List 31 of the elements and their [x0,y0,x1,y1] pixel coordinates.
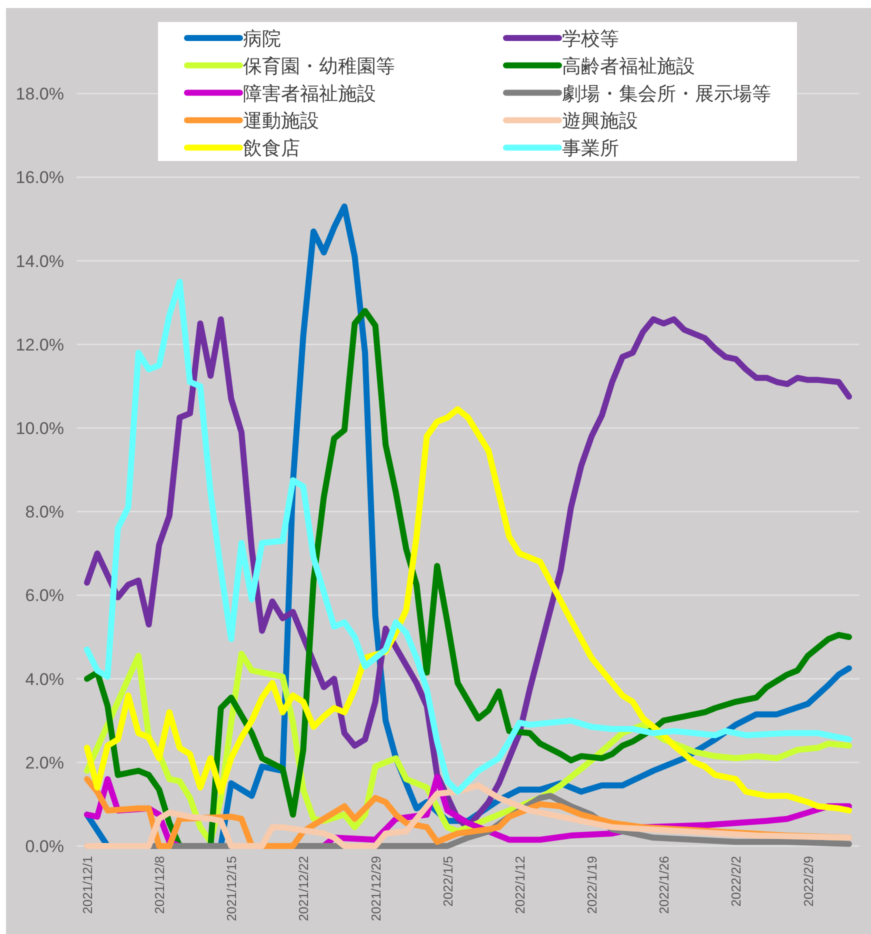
y-tick-label: 6.0% [25,586,64,606]
y-tick-label: 18.0% [16,84,64,104]
y-tick-label: 0.0% [25,837,64,856]
y-tick-label: 16.0% [16,168,64,188]
legend-label: 障害者福祉施設 [243,82,376,105]
legend-label: 飲食店 [243,138,300,160]
x-tick-label: 2021/12/22 [296,856,312,922]
legend-label: 運動施設 [243,111,319,132]
legend-label: 劇場・集会所・展示場等 [562,84,771,105]
x-tick-label: 2021/12/29 [368,856,384,922]
x-tick-label: 2022/1/19 [584,856,600,914]
legend-label: 高齢者福祉施設 [562,55,695,78]
x-tick-label: 2022/1/12 [512,856,528,914]
y-tick-label: 8.0% [25,502,64,522]
legend-label: 病院 [243,29,281,50]
legend-label: 学校等 [562,29,619,50]
y-tick-label: 4.0% [25,670,64,689]
x-tick-label: 2022/2/2 [728,856,744,907]
x-tick-label: 2022/1/26 [656,856,672,914]
x-tick-label: 2021/12/15 [224,856,240,922]
x-tick-label: 2021/12/1 [80,856,95,914]
legend-label: 保育園・幼稚園等 [243,55,395,78]
x-tick-label: 2022/1/5 [440,856,456,907]
y-tick-label: 10.0% [16,419,64,438]
x-tick-label: 2022/2/9 [800,856,816,907]
legend-label: 事業所 [562,138,619,160]
legend-label: 遊興施設 [562,111,638,132]
y-tick-label: 12.0% [16,335,64,354]
y-tick-label: 2.0% [25,753,64,772]
x-tick-label: 2021/12/8 [152,856,168,914]
y-tick-label: 14.0% [16,252,64,271]
